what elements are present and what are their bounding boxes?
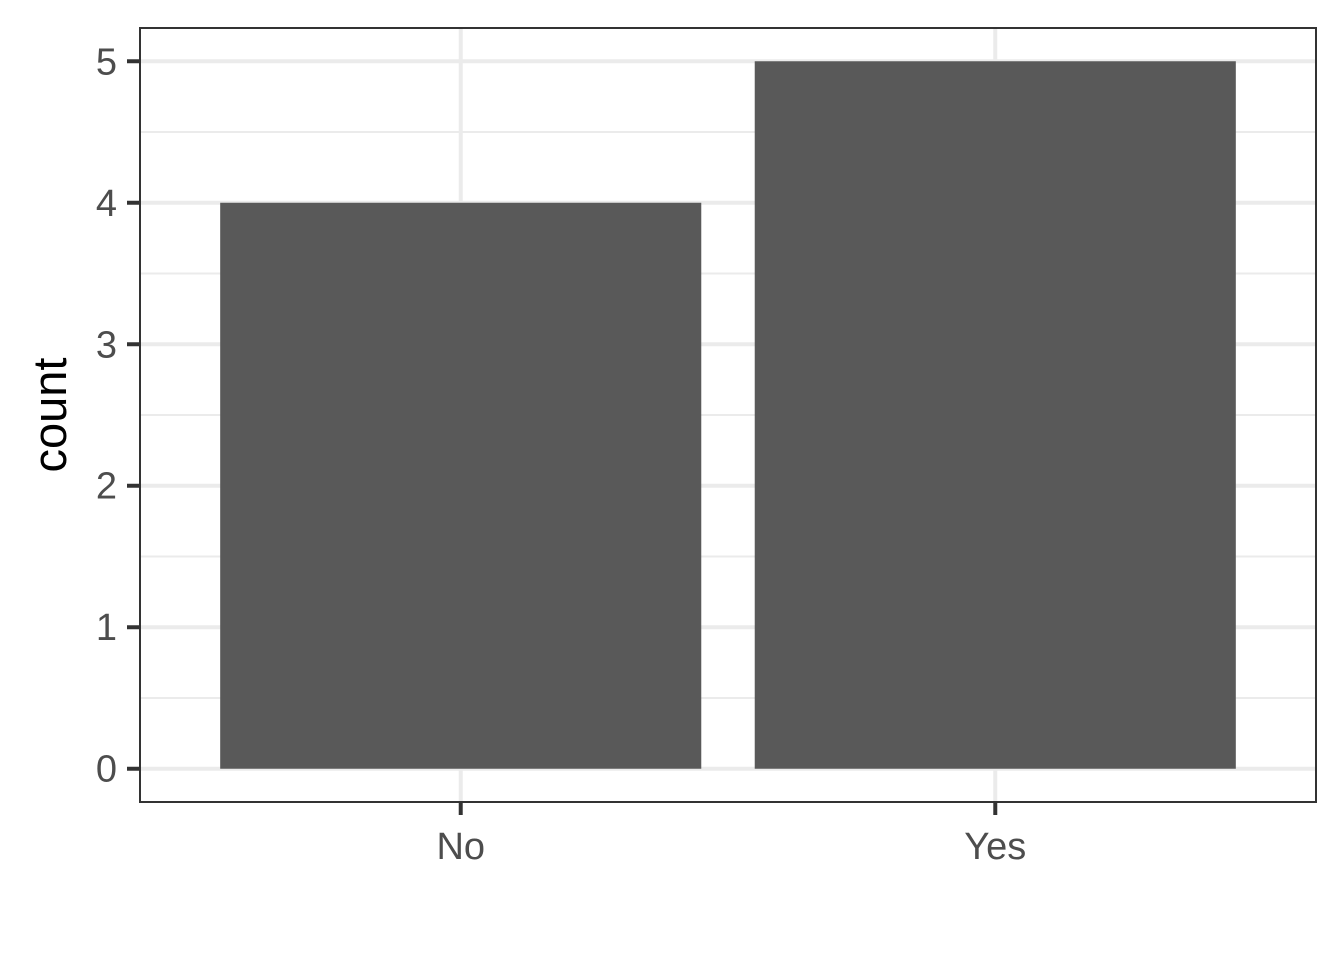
y-tick-label: 5	[96, 41, 117, 83]
x-tick-label: No	[436, 826, 485, 868]
bar-yes	[754, 61, 1236, 769]
x-tick-label: Yes	[964, 826, 1026, 868]
y-tick-label: 2	[96, 466, 117, 508]
bars	[220, 61, 1236, 769]
y-tick-label: 1	[96, 607, 117, 649]
y-axis: 0 1 2 3 4 5	[96, 41, 140, 791]
y-axis-title: count	[23, 358, 76, 473]
y-tick-label: 0	[96, 749, 117, 791]
bar-no	[220, 202, 702, 769]
panel-border	[139, 27, 1317, 803]
x-axis: No Yes	[436, 802, 1026, 868]
y-tick-label: 3	[96, 324, 117, 366]
y-tick-label: 4	[96, 183, 117, 225]
